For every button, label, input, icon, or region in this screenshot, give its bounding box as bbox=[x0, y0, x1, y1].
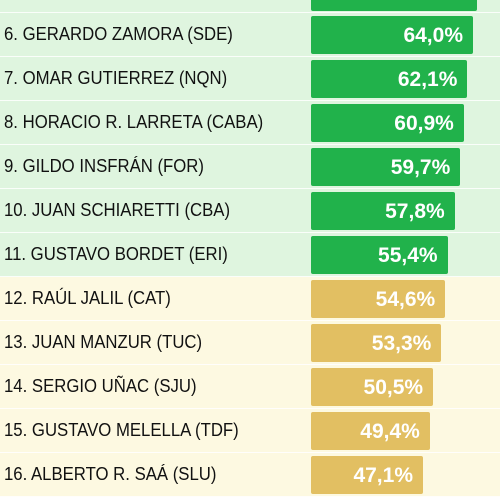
category-label: 7. OMAR GUTIERREZ (NQN) bbox=[4, 68, 228, 88]
category-label: 16. ALBERTO R. SAÁ (SLU) bbox=[4, 464, 217, 484]
data-label: 53,3% bbox=[371, 332, 432, 355]
category-label: 14. SERGIO UÑAC (SJU) bbox=[4, 376, 197, 396]
category-label: 10. JUAN SCHIARETTI (CBA) bbox=[4, 200, 231, 220]
category-label: 6. GERARDO ZAMORA (SDE) bbox=[4, 24, 233, 44]
data-label: 54,6% bbox=[375, 288, 436, 311]
bar-cropped-top bbox=[311, 0, 478, 11]
bar bbox=[311, 104, 464, 142]
bar bbox=[311, 368, 434, 406]
bar bbox=[311, 148, 461, 186]
bar bbox=[311, 280, 446, 318]
bar bbox=[311, 16, 473, 54]
category-label: 13. JUAN MANZUR (TUC) bbox=[4, 332, 203, 352]
bar bbox=[311, 324, 442, 362]
bar bbox=[311, 412, 430, 450]
data-label: 60,9% bbox=[394, 112, 454, 135]
bar bbox=[311, 192, 455, 230]
bar bbox=[311, 456, 423, 494]
category-label: 11. GUSTAVO BORDET (ERI) bbox=[4, 244, 228, 264]
data-label: 49,4% bbox=[360, 420, 420, 443]
bar bbox=[311, 60, 468, 98]
data-label: 55,4% bbox=[378, 244, 438, 267]
category-label: 15. GUSTAVO MELELLA (TDF) bbox=[4, 420, 239, 440]
data-label: 57,8% bbox=[385, 200, 445, 223]
category-label: 8. HORACIO R. LARRETA (CABA) bbox=[4, 112, 264, 132]
category-label: 12. RAÚL JALIL (CAT) bbox=[4, 288, 171, 308]
data-label: 50,5% bbox=[363, 376, 424, 399]
data-label: 59,7% bbox=[390, 156, 451, 179]
bar bbox=[311, 236, 448, 274]
data-label: 64,0% bbox=[403, 24, 463, 47]
category-label: 9. GILDO INSFRÁN (FOR) bbox=[4, 156, 204, 176]
data-label: 47,1% bbox=[353, 464, 413, 487]
data-label: 62,1% bbox=[397, 68, 458, 91]
